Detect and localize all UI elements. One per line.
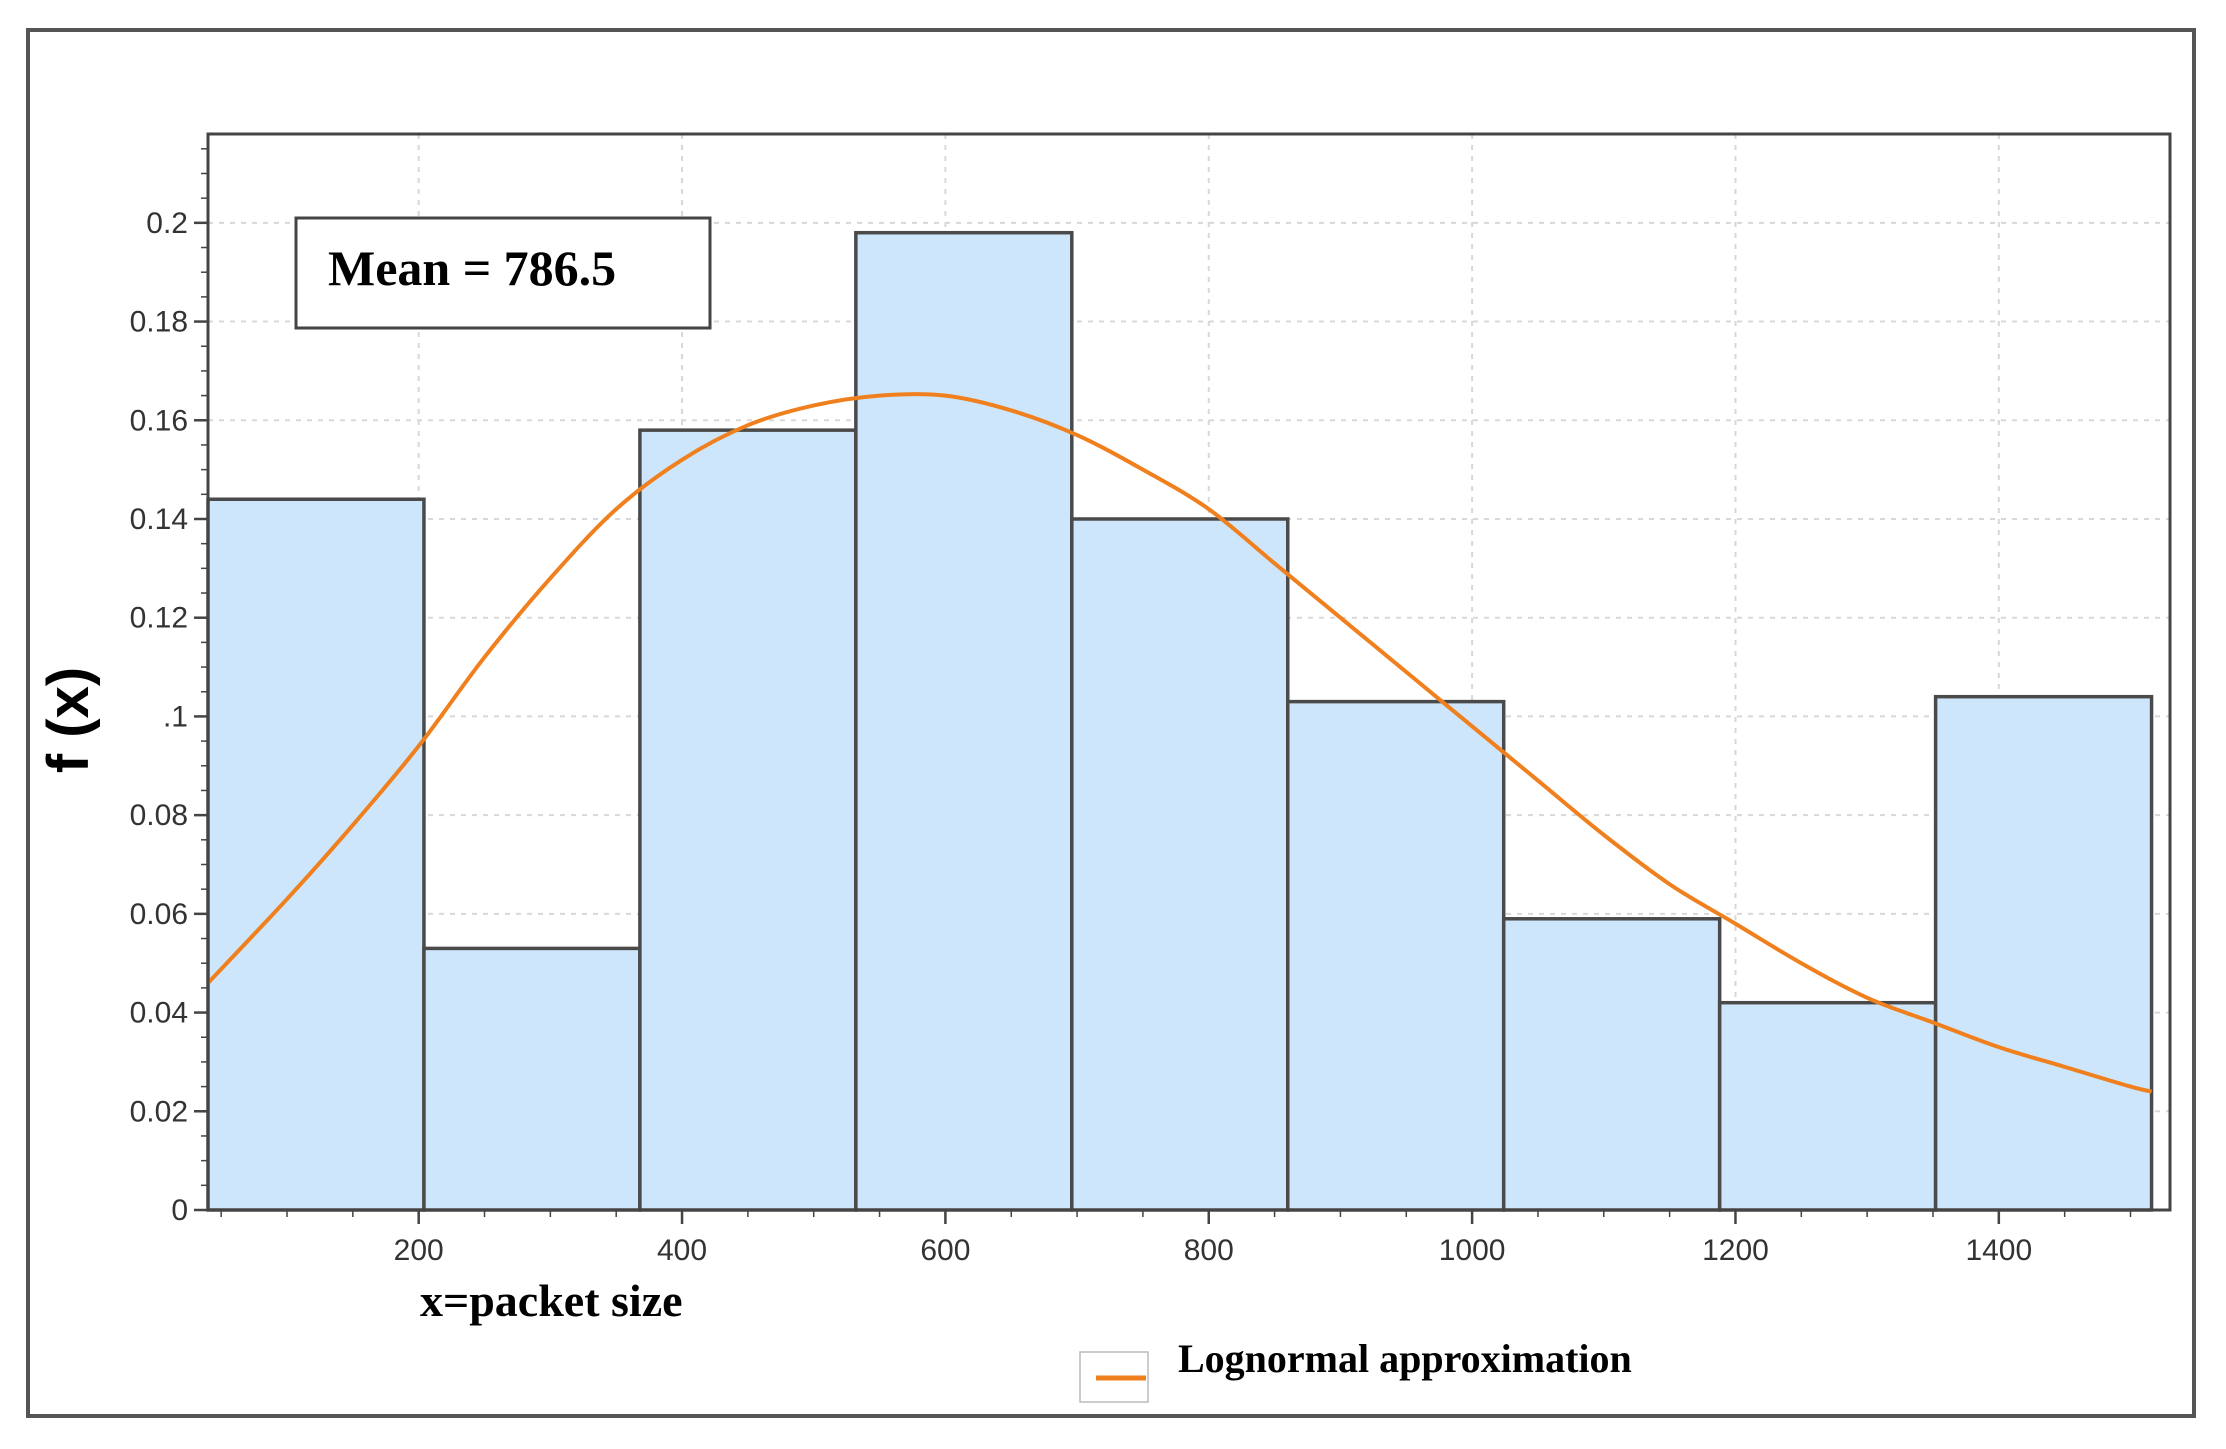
x-tick-label-1: 400 (657, 1234, 707, 1267)
y-tick-label-7: 0.14 (130, 503, 188, 536)
y-tick-label-3: 0.06 (130, 898, 188, 931)
x-tick-label-0: 200 (394, 1234, 444, 1267)
x-axis-label: x=packet size (420, 1275, 683, 1326)
lognormal-curve-layer (206, 392, 2153, 1094)
y-tick-label-9: 0.18 (130, 306, 188, 339)
y-tick-label-4: 0.08 (130, 799, 188, 832)
y-tick-label-0: 0 (171, 1194, 188, 1227)
y-tick-label-5: .1 (163, 700, 188, 733)
x-tick-label-6: 1400 (1965, 1234, 2032, 1267)
bars (206, 230, 2154, 1212)
histogram-bar-4 (854, 230, 1074, 1212)
lognormal-curve-0 (206, 392, 2153, 1094)
legend: Lognormal approximation (1079, 1336, 1632, 1403)
legend-label: Lognormal approximation (1178, 1336, 1632, 1381)
x-tick-label-5: 1200 (1702, 1234, 1769, 1267)
histogram-bar-1 (206, 497, 426, 1212)
x-tick-label-2: 600 (920, 1234, 970, 1267)
histogram-bar-5 (1070, 517, 1290, 1212)
y-tick-label-10: 0.2 (146, 207, 188, 240)
mean-annotation-box: Mean = 786.5 (294, 216, 712, 330)
histogram-bar-7 (1501, 917, 1722, 1212)
y-tick-label-2: 0.04 (130, 997, 188, 1030)
histogram-bar-9 (1933, 694, 2154, 1212)
plot-area (206, 132, 2172, 1212)
y-axis: 0 0.02 0.04 0.06 0.08 .1 0.12 0.14 0.16 0.18 0.2 (130, 148, 208, 1227)
y-tick-label-8: 0.16 (130, 404, 188, 437)
histogram-bar-6 (1286, 699, 1506, 1212)
y-tick-label-6: 0.12 (130, 602, 188, 635)
histogram-bar-8 (1717, 1000, 1938, 1212)
x-axis: 200 400 600 800 1000 1200 1400 (220, 1210, 2132, 1267)
x-tick-label-4: 1000 (1439, 1234, 1506, 1267)
histogram-bar-2 (422, 946, 642, 1212)
y-tick-label-1: 0.02 (130, 1095, 188, 1128)
x-tick-label-3: 800 (1184, 1234, 1234, 1267)
y-axis-label: f (x) (36, 667, 101, 773)
histogram-bar-3 (638, 428, 858, 1212)
mean-annotation: Mean = 786.5 (328, 240, 616, 296)
